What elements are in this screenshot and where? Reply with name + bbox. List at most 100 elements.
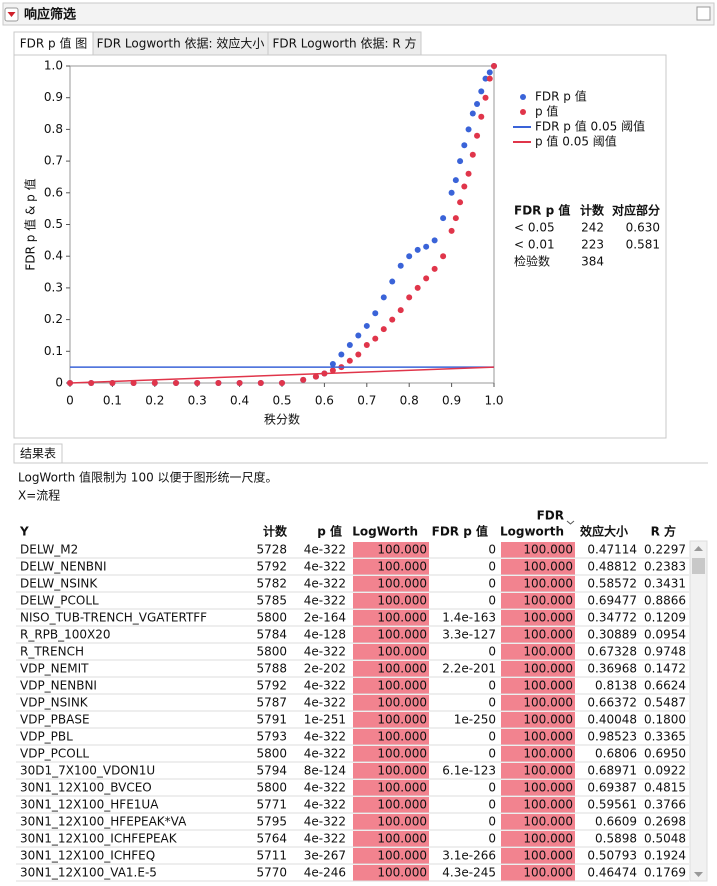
cell: DELW_M2 (20, 543, 78, 557)
highlight-cell (501, 848, 575, 864)
cell: 0.40048 (587, 713, 637, 727)
highlight-cell (353, 542, 429, 558)
summary-cell: 384 (581, 255, 604, 269)
scroll-thumb[interactable] (692, 558, 705, 574)
highlight-cell (501, 831, 575, 847)
cell: 100.000 (523, 815, 573, 829)
point (482, 94, 489, 101)
cell: 100.000 (377, 662, 427, 676)
legend-label: FDR p 值 0.05 阈值 (535, 119, 645, 134)
point (329, 367, 336, 374)
point (486, 69, 493, 76)
cell: 30D1_7X100_VDON1U (20, 764, 155, 778)
cell: 5792 (256, 679, 287, 693)
point (457, 199, 464, 206)
scrollbar[interactable] (689, 540, 708, 882)
summary-cell: 0.630 (626, 221, 660, 235)
y-tick-label: 0.9 (44, 90, 63, 104)
highlight-cell (501, 644, 575, 660)
header-title: 响应筛选 (24, 7, 76, 23)
highlight-cell (501, 542, 575, 558)
cell: 0.8138 (595, 679, 637, 693)
window-button[interactable] (696, 6, 711, 21)
highlight-cell (501, 797, 575, 813)
column-header[interactable]: 效应大小 (580, 524, 628, 539)
cell: 100.000 (523, 662, 573, 676)
highlight-cell (353, 695, 429, 711)
cell: 100.000 (523, 713, 573, 727)
legend-marker (520, 109, 526, 115)
cell: 3.1e-266 (442, 849, 496, 863)
cell: 5792 (256, 560, 287, 574)
point (448, 227, 455, 234)
point (329, 360, 336, 367)
cell: 100.000 (377, 832, 427, 846)
point (423, 243, 430, 250)
cell: 5800 (256, 747, 287, 761)
highlight-cell (353, 729, 429, 745)
cell: 1.4e-163 (442, 611, 496, 625)
cell: 5800 (256, 645, 287, 659)
menu-triangle (7, 12, 16, 17)
legend-label: p 值 0.05 阈值 (535, 134, 617, 149)
y-tick-label: 0.8 (44, 122, 63, 136)
column-header[interactable]: p 值 (317, 524, 342, 539)
cell: 100.000 (523, 849, 573, 863)
legend-marker (520, 94, 526, 100)
cell: 0.1924 (644, 849, 686, 863)
cell: 100.000 (377, 611, 427, 625)
cell: VDP_NSINK (20, 696, 89, 710)
column-header[interactable]: FDR (537, 509, 564, 523)
point (151, 380, 158, 386)
point (414, 284, 421, 291)
highlight-cell (353, 780, 429, 796)
column-header[interactable]: FDR p 值 (432, 524, 488, 539)
cell: 100.000 (523, 628, 573, 642)
cell: 5728 (256, 543, 287, 557)
highlight-cell (501, 712, 575, 728)
cell: 0.30889 (587, 628, 637, 642)
cell: 0 (488, 730, 496, 744)
point (406, 253, 413, 260)
cell: 2.2e-201 (442, 662, 496, 676)
scroll-down[interactable] (694, 872, 703, 877)
tab[interactable] (267, 31, 422, 56)
cell: 0.1769 (644, 866, 686, 880)
summary-cell: 242 (581, 221, 604, 235)
cell: 100.000 (377, 645, 427, 659)
point (431, 265, 438, 272)
column-header[interactable]: LogWorth (352, 525, 418, 539)
cell: 100.000 (523, 560, 573, 574)
cell: 0.1209 (644, 611, 686, 625)
highlight-cell (501, 729, 575, 745)
highlight-cell (501, 695, 575, 711)
point (338, 351, 345, 358)
column-header[interactable]: Logworth (500, 525, 564, 539)
point (380, 326, 387, 333)
highlight-cell (353, 610, 429, 626)
column-header[interactable]: 计数 (263, 524, 288, 539)
cell: 0.66372 (587, 696, 637, 710)
y-tick-label: 0.5 (44, 217, 63, 231)
header-bar (2, 2, 715, 26)
cell: 4e-322 (304, 543, 346, 557)
cell: VDP_NEMIT (20, 662, 89, 676)
highlight-cell (501, 661, 575, 677)
cell: 3e-267 (304, 849, 346, 863)
cell: 4e-246 (304, 866, 346, 880)
plot-area (69, 65, 495, 384)
cell: 100.000 (523, 747, 573, 761)
cell: 100.000 (377, 713, 427, 727)
point (397, 262, 404, 269)
cell: 0 (488, 798, 496, 812)
cell: VDP_NENBNI (20, 679, 97, 693)
highlight-cell (353, 797, 429, 813)
cell: 0.2383 (644, 560, 686, 574)
sort-indicator (566, 520, 575, 525)
column-header[interactable]: R 方 (651, 524, 676, 539)
point (469, 151, 476, 158)
column-header[interactable]: Y (19, 525, 29, 539)
scroll-up[interactable] (694, 546, 703, 551)
y-tick-label: 0.2 (44, 312, 63, 326)
point (482, 75, 489, 82)
